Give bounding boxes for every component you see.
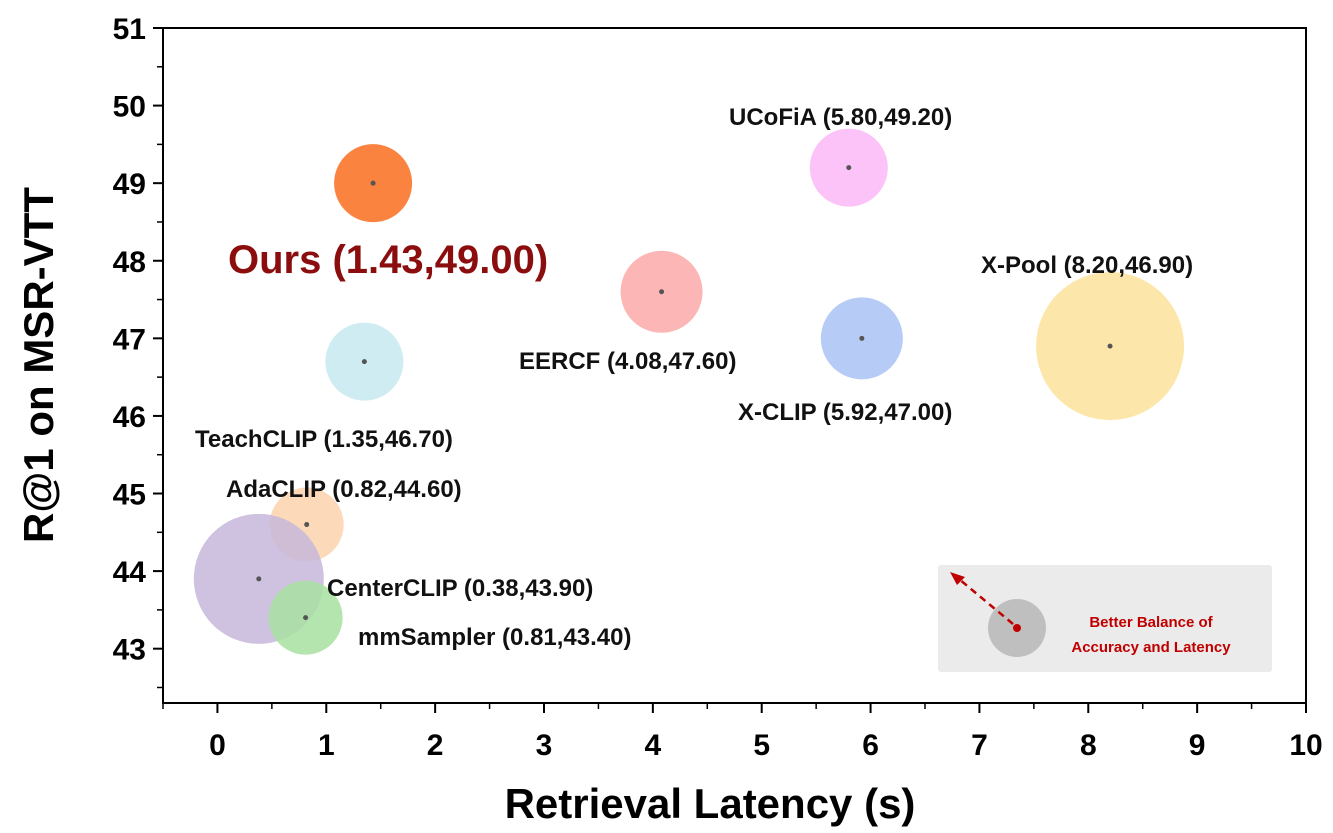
legend-box: Better Balance of Accuracy and Latency	[938, 565, 1272, 672]
x-tick-label: 3	[536, 729, 553, 762]
point-label: Ours (1.43,49.00)	[228, 238, 548, 282]
y-tick-label: 50	[113, 91, 146, 124]
point-label: X-Pool (8.20,46.90)	[981, 252, 1193, 279]
y-tick-label: 46	[113, 401, 146, 434]
bubble-center-dot	[304, 522, 310, 528]
y-tick-label: 49	[113, 168, 146, 201]
x-tick-label: 7	[971, 729, 988, 762]
x-tick-label: 2	[427, 729, 444, 762]
y-tick-label: 48	[113, 246, 146, 279]
x-tick-label: 4	[645, 729, 662, 762]
x-tick-label: 9	[1189, 729, 1206, 762]
x-tick-label: 1	[318, 729, 335, 762]
x-axis-title: Retrieval Latency (s)	[505, 780, 916, 827]
plot-frame	[162, 27, 1307, 704]
bubble-center-dot	[846, 165, 852, 171]
bubbles-layer	[193, 128, 1185, 655]
point-label: EERCF (4.08,47.60)	[519, 348, 736, 375]
bubble-center-dot	[1107, 343, 1113, 349]
bubble-center-dot	[659, 289, 665, 295]
x-tick-label: 8	[1080, 729, 1097, 762]
bubble-center-dot	[859, 335, 865, 341]
point-label: mmSampler (0.81,43.40)	[358, 624, 631, 651]
x-tick-label: 0	[209, 729, 226, 762]
point-label: UCoFiA (5.80,49.20)	[729, 104, 952, 131]
point-label: X-CLIP (5.92,47.00)	[738, 399, 952, 426]
bubble-center-dot	[361, 359, 367, 365]
bubble-center-dot	[256, 576, 262, 582]
y-tick-label: 47	[113, 323, 146, 356]
legend-line-2: Accuracy and Latency	[1071, 639, 1231, 656]
legend-line-1: Better Balance of	[1089, 614, 1213, 631]
legend-marker-center	[1013, 624, 1021, 632]
x-tick-label: 5	[753, 729, 770, 762]
y-axis-title: R@1 on MSR-VTT	[15, 187, 62, 543]
y-tick-label: 43	[113, 634, 146, 667]
point-label: AdaCLIP (0.82,44.60)	[226, 476, 462, 503]
bubble-center-dot	[370, 180, 376, 186]
point-labels-layer: Ours (1.43,49.00) UCoFiA (5.80,49.20) EERC…	[195, 104, 1193, 651]
y-tick-label: 51	[113, 13, 146, 46]
point-label: CenterCLIP (0.38,43.90)	[327, 575, 593, 602]
legend-arrow-head-icon	[950, 572, 965, 585]
x-tick-label: 10	[1289, 729, 1322, 762]
bubble-center-dot	[303, 615, 309, 621]
x-tick-label: 6	[862, 729, 879, 762]
point-label: TeachCLIP (1.35,46.70)	[195, 426, 453, 453]
y-tick-label: 44	[113, 556, 147, 589]
y-tick-label: 45	[113, 479, 146, 512]
